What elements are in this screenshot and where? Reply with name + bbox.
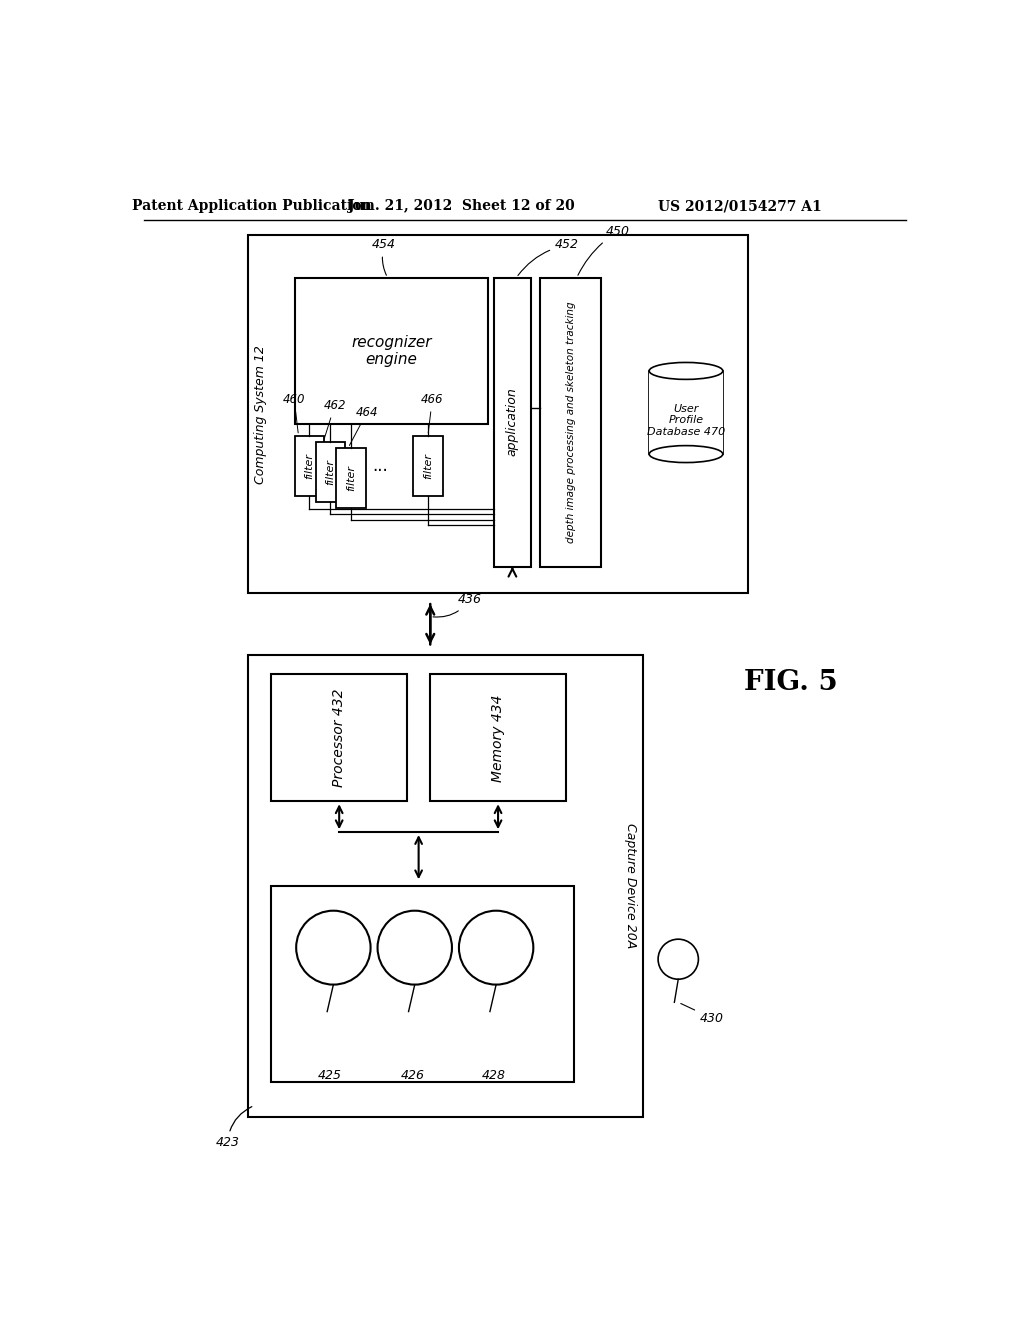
Ellipse shape — [649, 363, 723, 379]
Bar — [494, 277, 531, 566]
Bar — [337, 447, 366, 508]
Text: filter: filter — [304, 453, 314, 479]
Text: recognizer
engine: recognizer engine — [351, 335, 432, 367]
Text: US 2012/0154277 A1: US 2012/0154277 A1 — [658, 199, 822, 213]
Bar — [248, 655, 643, 1117]
Bar — [271, 675, 407, 801]
Bar — [295, 436, 324, 496]
Bar — [541, 277, 601, 566]
Text: 452: 452 — [518, 239, 579, 276]
Text: 428: 428 — [482, 1069, 506, 1081]
Text: filter: filter — [346, 465, 356, 491]
Text: filter: filter — [326, 459, 335, 484]
Bar — [649, 371, 723, 454]
Text: FIG. 5: FIG. 5 — [743, 668, 838, 696]
Bar — [414, 436, 442, 496]
Text: Processor 432: Processor 432 — [332, 689, 346, 787]
Text: depth image processing and skeleton tracking: depth image processing and skeleton trac… — [565, 301, 575, 543]
Text: 454: 454 — [372, 239, 396, 276]
Text: 430: 430 — [681, 1003, 724, 1024]
Text: 464: 464 — [349, 405, 378, 445]
Bar — [271, 886, 573, 1082]
Text: User
Profile
Database 470: User Profile Database 470 — [647, 404, 725, 437]
Circle shape — [658, 940, 698, 979]
Text: 460: 460 — [283, 393, 305, 433]
FancyBboxPatch shape — [248, 235, 748, 594]
Text: 466: 466 — [421, 393, 443, 433]
Text: Computing System 12: Computing System 12 — [254, 345, 267, 484]
Text: 425: 425 — [317, 1069, 341, 1081]
Text: ...: ... — [372, 458, 388, 475]
Text: 450: 450 — [578, 226, 630, 276]
Text: filter: filter — [423, 453, 433, 479]
Bar — [315, 442, 345, 502]
Ellipse shape — [649, 446, 723, 462]
Text: application: application — [506, 388, 519, 457]
Circle shape — [459, 911, 534, 985]
Text: Capture Device 20A: Capture Device 20A — [625, 824, 638, 949]
Text: 423: 423 — [216, 1106, 252, 1150]
Text: 462: 462 — [324, 400, 346, 440]
Bar — [430, 675, 566, 801]
Circle shape — [378, 911, 452, 985]
Text: 436: 436 — [433, 594, 481, 616]
Bar — [295, 277, 488, 424]
Text: Patent Application Publication: Patent Application Publication — [132, 199, 372, 213]
Text: 426: 426 — [401, 1069, 425, 1081]
Circle shape — [296, 911, 371, 985]
Text: Jun. 21, 2012  Sheet 12 of 20: Jun. 21, 2012 Sheet 12 of 20 — [348, 199, 574, 213]
Text: Memory 434: Memory 434 — [492, 694, 505, 781]
